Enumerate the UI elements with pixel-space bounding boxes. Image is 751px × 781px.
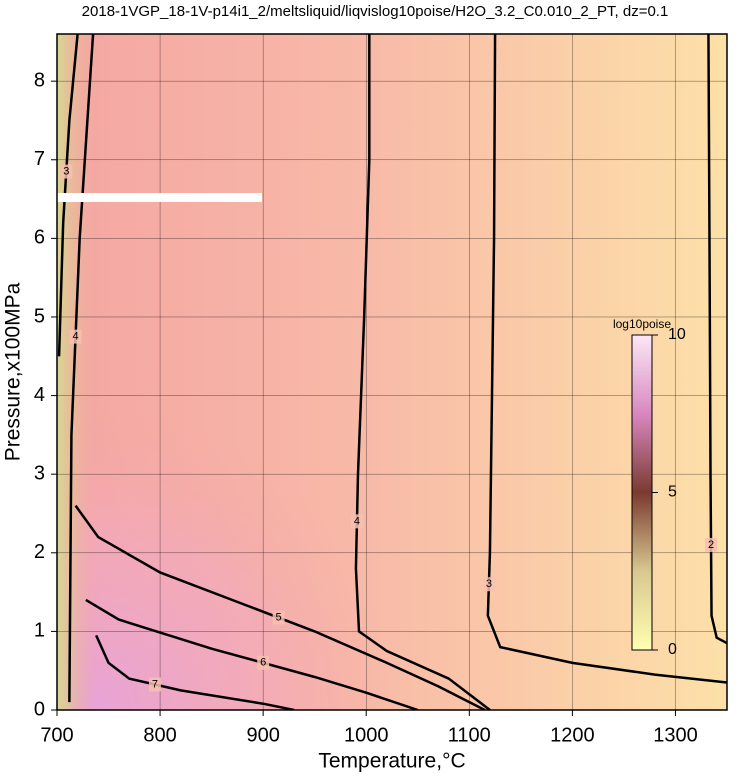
x-tick-label: 1300 xyxy=(653,724,698,746)
y-tick-label: 1 xyxy=(34,620,45,642)
contour-label-bg xyxy=(272,610,285,625)
contour-label-bg xyxy=(482,577,495,592)
contour-label-bg xyxy=(148,677,161,692)
y-tick-label: 4 xyxy=(34,384,45,406)
overlay-bar xyxy=(57,193,262,202)
x-tick-label: 700 xyxy=(40,724,73,746)
colorbar-label: log10poise xyxy=(613,317,671,331)
x-tick-label: 1200 xyxy=(550,724,595,746)
y-tick-label: 5 xyxy=(34,305,45,327)
contour-label: 3 xyxy=(63,165,69,177)
y-axis-label: Pressure,x100MPa xyxy=(2,282,25,461)
contour-label: 7 xyxy=(152,678,158,690)
colorbar-tick-label: 10 xyxy=(668,326,686,343)
y-tick-label: 2 xyxy=(34,541,45,563)
chart-title: 2018-1VGP_18-1V-p14i1_2/meltsliquid/liqv… xyxy=(82,3,669,20)
contour-label-bg xyxy=(705,537,718,552)
contour-line xyxy=(354,34,491,710)
contour-label-bg xyxy=(257,655,270,670)
x-axis-label: Temperature,°C xyxy=(318,750,465,773)
colorbar-ticks: 0 5 10 xyxy=(652,326,686,658)
y-tick-label: 8 xyxy=(34,69,45,91)
y-tick-label: 0 xyxy=(34,698,45,720)
contour-label: 3 xyxy=(486,578,492,590)
contour-label-bg xyxy=(60,164,73,179)
y-tick-label: 7 xyxy=(34,148,45,170)
contour-label: 4 xyxy=(354,515,360,527)
y-tick-label: 6 xyxy=(34,227,45,249)
contour-label: 4 xyxy=(72,331,78,343)
contour-label: 6 xyxy=(260,657,266,669)
contour-label-bg xyxy=(350,514,363,529)
x-tick-label: 1000 xyxy=(344,724,389,746)
plot-frame xyxy=(56,33,728,711)
colorbar-tick-label: 0 xyxy=(668,641,677,658)
contour-label: 5 xyxy=(276,612,282,624)
plot-shade xyxy=(57,34,97,710)
x-tick-label: 900 xyxy=(246,724,279,746)
x-tick-label: 800 xyxy=(143,724,176,746)
contour-label: 2 xyxy=(708,539,714,551)
colorbar-tick-label: 5 xyxy=(668,484,677,501)
x-tick-label: 1100 xyxy=(448,724,491,746)
y-tick-label: 3 xyxy=(34,462,45,484)
colorbar xyxy=(631,334,653,651)
contour-label-bg xyxy=(69,329,82,344)
contour-line xyxy=(486,34,727,684)
contours: 2 3 4 5 6 7 4 3 xyxy=(57,34,727,710)
plot-shade xyxy=(57,34,727,710)
